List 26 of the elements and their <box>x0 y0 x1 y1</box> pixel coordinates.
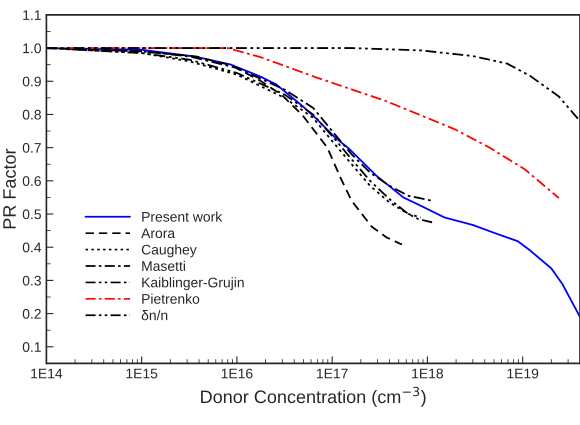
x-tick-label: 1E16 <box>222 368 253 378</box>
legend-label: Present work <box>142 212 222 222</box>
y-tick-label: 0.8 <box>22 110 41 120</box>
y-tick-label: 0.5 <box>22 209 41 220</box>
x-tick-label: 1E19 <box>507 368 538 378</box>
y-tick-label: 0.6 <box>22 176 41 186</box>
legend-label: Arora <box>141 228 176 238</box>
y-tick-label: 0.4 <box>22 242 42 252</box>
y-tick-label: 0.2 <box>22 308 41 319</box>
y-tick-label: 1.1 <box>23 10 41 20</box>
x-tick-label: 1E18 <box>412 368 444 378</box>
y-tick-label: 0.9 <box>22 76 41 86</box>
legend-label: Kaiblinger-Grujin <box>142 277 244 290</box>
legend-label: Masetti <box>142 260 185 271</box>
x-tick-label: 1E15 <box>126 368 158 378</box>
x-tick-label: 1E17 <box>316 368 348 378</box>
y-tick-label: 0.3 <box>22 276 41 286</box>
y-tick-label: 0.1 <box>22 342 41 352</box>
y-tick-label: 1.0 <box>23 43 41 54</box>
legend-label: Pietrenko <box>142 294 200 304</box>
y-axis-title: PR Factor <box>3 148 16 228</box>
legend-label: δn/n <box>142 310 168 320</box>
legend-label: Caughey <box>142 244 197 258</box>
x-tick-label: 1E14 <box>31 368 62 378</box>
y-tick-label: 0.7 <box>22 142 41 153</box>
x-axis-title: Donor Concentration (cm$^{−3}$) <box>201 386 426 407</box>
